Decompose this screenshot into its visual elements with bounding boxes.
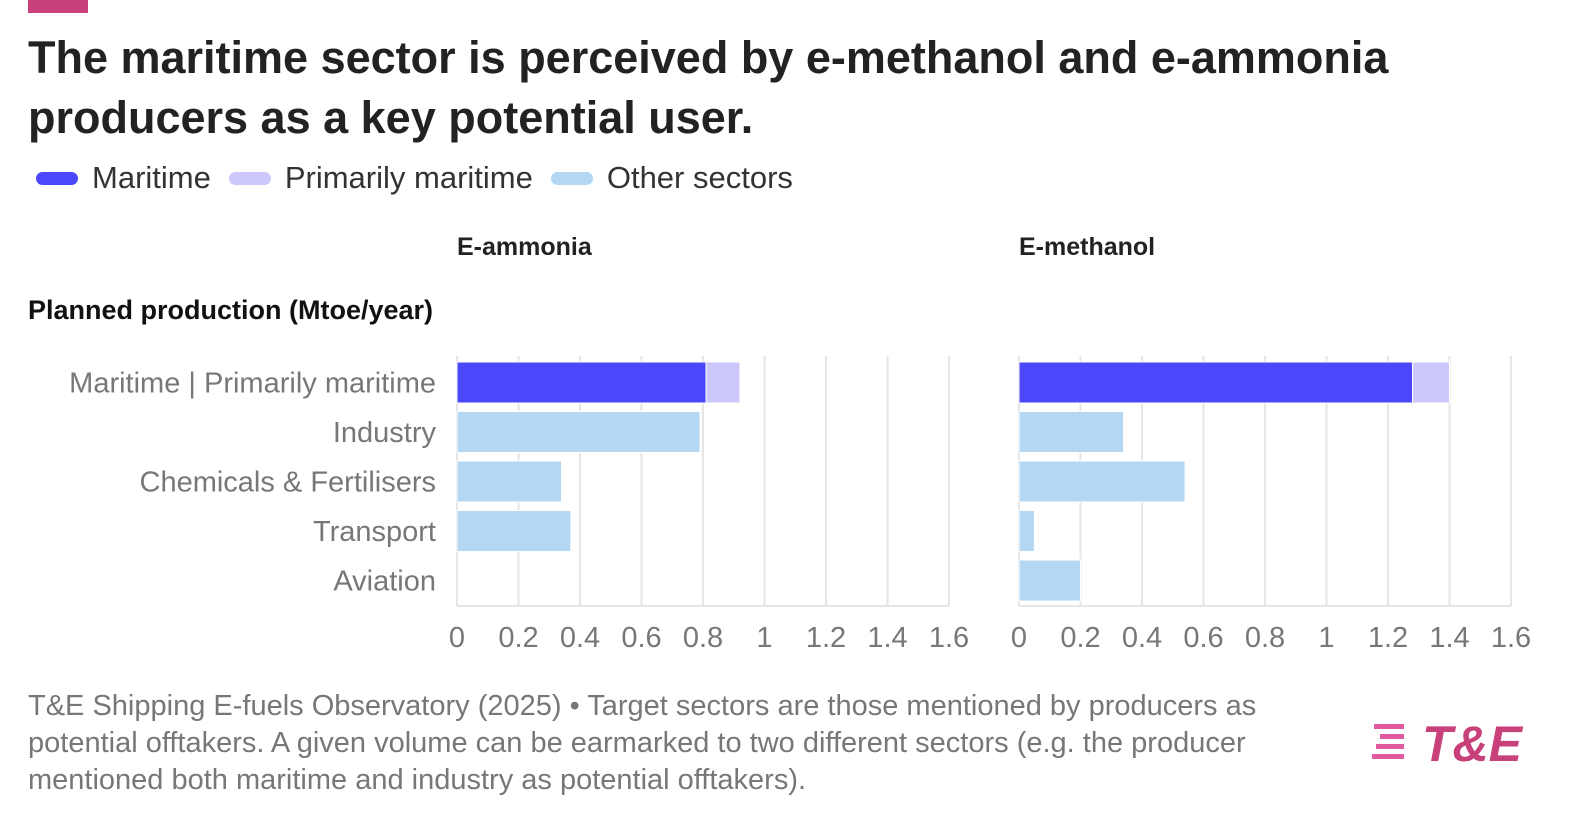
- legend-label-other-sectors: Other sectors: [606, 160, 793, 195]
- category-label-4: Aviation: [333, 566, 436, 598]
- footer-source-note: T&E Shipping E-fuels Observatory (2025) …: [28, 690, 1257, 796]
- x-tick-label-e-ammonia-2: 0.4: [560, 622, 600, 654]
- legend-item-other-sectors: Other sectors: [550, 160, 793, 196]
- bar-e-ammonia-other-sectors-3: [456, 510, 572, 552]
- x-tick-label-e-methanol-2: 0.4: [1122, 622, 1162, 654]
- category-label-1: Industry: [333, 417, 437, 449]
- x-tick-label-e-methanol-6: 1.2: [1368, 622, 1408, 654]
- chart-title: The maritime sector is perceived by e-me…: [28, 32, 1389, 143]
- category-label-0: Maritime | Primarily maritime: [69, 368, 436, 400]
- x-tick-label-e-methanol-4: 0.8: [1245, 622, 1285, 654]
- x-tick-label-e-ammonia-7: 1.4: [867, 622, 907, 654]
- bar-e-methanol-primarily-maritime-0: [1412, 361, 1450, 404]
- x-tick-label-e-methanol-5: 1: [1318, 622, 1334, 654]
- bar-e-methanol-other-sectors-4: [1018, 559, 1081, 602]
- x-tick-label-e-methanol-8: 1.6: [1491, 622, 1531, 654]
- bar-e-ammonia-maritime-0: [456, 361, 707, 404]
- x-tick-label-e-methanol-1: 0.2: [1060, 622, 1100, 654]
- legend-item-primarily-maritime: Primarily maritime: [228, 160, 533, 196]
- facet-title-e-ammonia: E-ammonia: [457, 233, 592, 261]
- x-tick-label-e-ammonia-4: 0.8: [683, 622, 723, 654]
- legend-swatch-primarily-maritime: [228, 171, 271, 185]
- bar-e-methanol-other-sectors-2: [1018, 460, 1186, 503]
- legend: Maritime Primarily maritime Other sector…: [36, 160, 811, 196]
- bar-chart: 0 0.2 0.4 0.6 0.8 1 1.2 1.4 1.6 0 0.2 0.4 0.6 0.8 1 1.2…: [69, 356, 1531, 654]
- logo-speed-lines-icon: [1372, 724, 1404, 759]
- legend-swatch-other-sectors: [550, 171, 593, 185]
- category-label-3: Transport: [313, 516, 436, 548]
- legend-label-primarily-maritime: Primarily maritime: [284, 160, 533, 195]
- axis-subtitle: Planned production (Mtoe/year): [28, 295, 434, 325]
- bar-e-methanol-maritime-0: [1018, 361, 1414, 404]
- x-tick-label-e-methanol-3: 0.6: [1183, 622, 1223, 654]
- bar-e-ammonia-primarily-maritime-0: [705, 361, 741, 404]
- logo-wordmark: T&E: [1422, 716, 1524, 772]
- x-tick-label-e-ammonia-5: 1: [756, 622, 772, 654]
- x-tick-label-e-ammonia-3: 0.6: [621, 622, 661, 654]
- legend-item-maritime: Maritime: [36, 160, 211, 196]
- category-label-2: Chemicals & Fertilisers: [140, 467, 437, 499]
- bar-e-ammonia-other-sectors-1: [456, 411, 701, 453]
- x-tick-label-e-ammonia-8: 1.6: [929, 622, 969, 654]
- bar-e-methanol-other-sectors-1: [1018, 411, 1125, 453]
- legend-swatch-maritime: [36, 171, 78, 185]
- x-tick-label-e-ammonia-0: 0: [449, 622, 465, 654]
- x-tick-label-e-ammonia-1: 0.2: [498, 622, 538, 654]
- legend-label-maritime: Maritime: [92, 160, 211, 195]
- x-tick-label-e-methanol-0: 0: [1011, 622, 1027, 654]
- x-tick-label-e-methanol-7: 1.4: [1429, 622, 1469, 654]
- bar-e-methanol-other-sectors-3: [1018, 510, 1035, 552]
- accent-bar: [28, 0, 88, 13]
- te-logo: T&E: [1372, 716, 1524, 772]
- facet-title-e-methanol: E-methanol: [1019, 233, 1156, 261]
- x-tick-label-e-ammonia-6: 1.2: [806, 622, 846, 654]
- bar-e-ammonia-other-sectors-2: [456, 460, 563, 503]
